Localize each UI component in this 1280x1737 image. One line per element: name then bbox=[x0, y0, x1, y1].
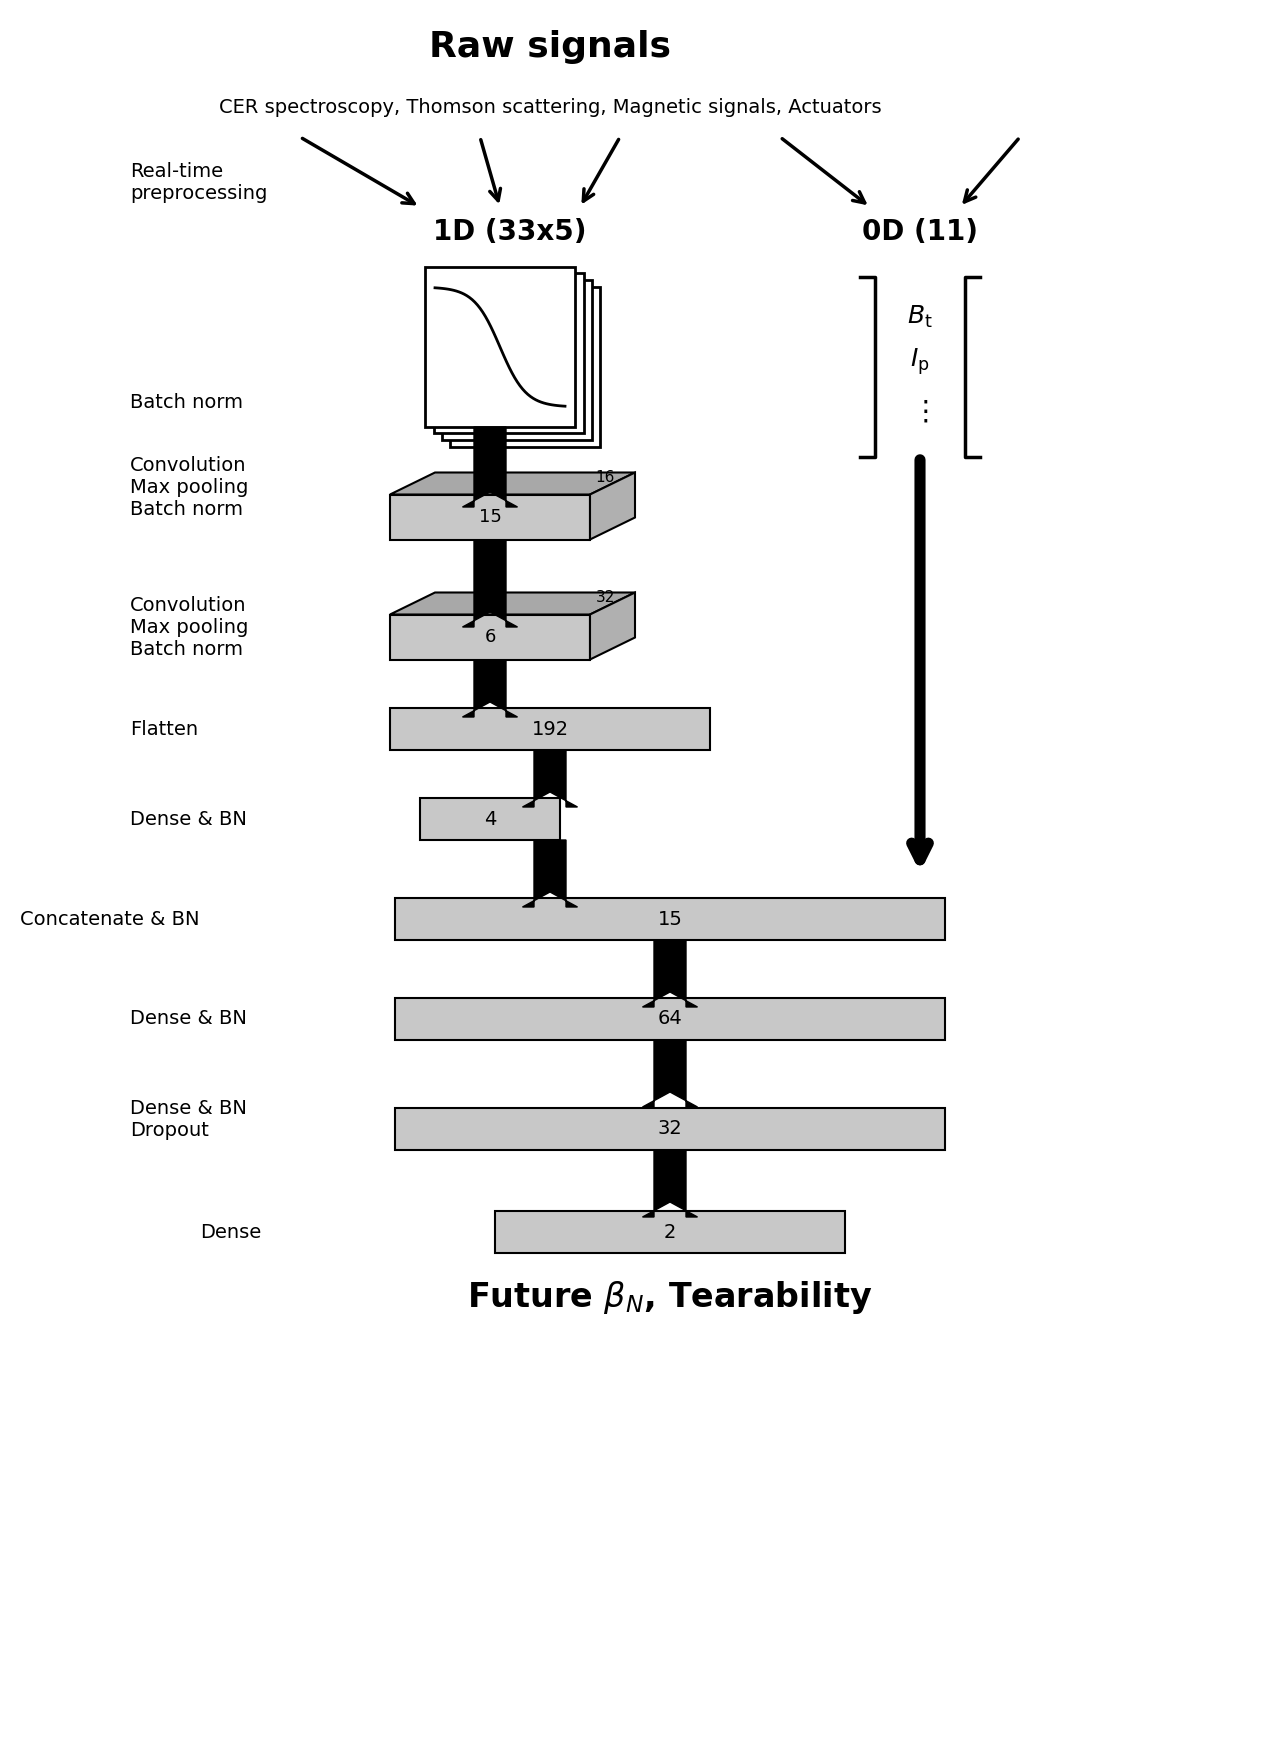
Polygon shape bbox=[390, 472, 635, 495]
Text: Dense & BN: Dense & BN bbox=[131, 809, 247, 829]
Polygon shape bbox=[462, 540, 517, 627]
Text: Dense: Dense bbox=[200, 1223, 261, 1242]
Text: 16: 16 bbox=[595, 469, 614, 485]
Text: 0D (11): 0D (11) bbox=[861, 219, 978, 247]
Polygon shape bbox=[590, 592, 635, 660]
Polygon shape bbox=[643, 1040, 698, 1106]
Text: Batch norm: Batch norm bbox=[131, 393, 243, 412]
FancyBboxPatch shape bbox=[396, 898, 945, 940]
Polygon shape bbox=[425, 267, 575, 427]
Polygon shape bbox=[390, 592, 635, 615]
FancyBboxPatch shape bbox=[495, 1211, 845, 1252]
FancyBboxPatch shape bbox=[390, 709, 710, 750]
Text: 32: 32 bbox=[658, 1120, 682, 1138]
Text: Flatten: Flatten bbox=[131, 719, 198, 738]
Text: Raw signals: Raw signals bbox=[429, 30, 671, 64]
Text: Real-time
preprocessing: Real-time preprocessing bbox=[131, 162, 268, 203]
Text: $\vdots$: $\vdots$ bbox=[911, 398, 928, 426]
Polygon shape bbox=[390, 495, 590, 540]
Polygon shape bbox=[462, 660, 517, 717]
Polygon shape bbox=[451, 287, 600, 446]
Text: Dense & BN: Dense & BN bbox=[131, 1009, 247, 1028]
Polygon shape bbox=[462, 427, 517, 507]
Polygon shape bbox=[390, 615, 590, 660]
Text: Concatenate & BN: Concatenate & BN bbox=[20, 910, 200, 929]
Text: Convolution
Max pooling
Batch norm: Convolution Max pooling Batch norm bbox=[131, 596, 248, 658]
Polygon shape bbox=[442, 280, 591, 439]
Text: CER spectroscopy, Thomson scattering, Magnetic signals, Actuators: CER spectroscopy, Thomson scattering, Ma… bbox=[219, 97, 882, 116]
Polygon shape bbox=[434, 273, 584, 433]
FancyBboxPatch shape bbox=[420, 797, 561, 841]
Polygon shape bbox=[643, 1150, 698, 1218]
Polygon shape bbox=[522, 750, 577, 808]
Text: Future $\beta_N$, Tearability: Future $\beta_N$, Tearability bbox=[467, 1278, 873, 1315]
Text: Dense & BN
Dropout: Dense & BN Dropout bbox=[131, 1098, 247, 1139]
Text: 32: 32 bbox=[595, 589, 614, 604]
FancyBboxPatch shape bbox=[396, 1108, 945, 1150]
Text: 6: 6 bbox=[484, 629, 495, 646]
Polygon shape bbox=[522, 841, 577, 907]
Polygon shape bbox=[590, 472, 635, 540]
Text: 64: 64 bbox=[658, 1009, 682, 1028]
Text: 1D (33x5): 1D (33x5) bbox=[433, 219, 586, 247]
Text: Convolution
Max pooling
Batch norm: Convolution Max pooling Batch norm bbox=[131, 455, 248, 519]
Text: 192: 192 bbox=[531, 719, 568, 738]
Polygon shape bbox=[643, 940, 698, 1007]
Text: $B_\mathrm{t}$: $B_\mathrm{t}$ bbox=[908, 304, 933, 330]
Text: 2: 2 bbox=[664, 1223, 676, 1242]
FancyBboxPatch shape bbox=[396, 999, 945, 1040]
Text: 15: 15 bbox=[658, 910, 682, 929]
Text: 15: 15 bbox=[479, 507, 502, 526]
Text: 4: 4 bbox=[484, 809, 497, 829]
Text: $I_\mathrm{p}$: $I_\mathrm{p}$ bbox=[910, 347, 929, 377]
